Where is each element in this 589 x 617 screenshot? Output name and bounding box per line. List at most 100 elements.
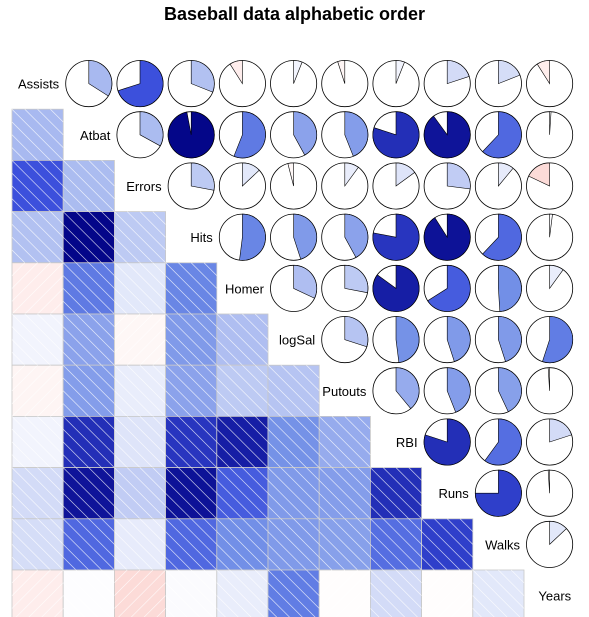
pie-cell-errors-rbi (372, 162, 420, 210)
shade-cell-years-rbi (369, 569, 422, 617)
shade-cell-errors-atbat (62, 159, 115, 212)
shade-cell-rbi-errors (114, 415, 167, 468)
shade-cell-years-walks (472, 569, 525, 617)
pie-cell-atbat-errors (116, 111, 164, 159)
pie-cell-homer-runs (423, 264, 471, 312)
pie-cell-assists-putouts (321, 60, 369, 108)
variable-label-runs: Runs (438, 486, 469, 501)
pie-cell-hits-walks (474, 213, 522, 261)
shade-cell-years-putouts (318, 569, 371, 617)
pie-cell-runs-walks (474, 469, 522, 517)
pie-cell-atbat-putouts (321, 111, 369, 159)
pie-cell-hits-years (526, 213, 574, 261)
variable-label-errors: Errors (126, 179, 162, 194)
shade-cell-walks-putouts (318, 518, 371, 571)
shade-cell-rbi-homer (216, 415, 269, 468)
shade-cell-homer-assists (11, 262, 64, 315)
shade-cell-logsal-errors (114, 313, 167, 366)
pie-cell-putouts-walks (474, 367, 522, 415)
pie-cell-logsal-runs (423, 316, 471, 364)
shade-cell-years-hits (165, 569, 218, 617)
shade-cell-hits-errors (114, 211, 167, 264)
shade-cell-walks-logsal (267, 518, 320, 571)
shade-cell-putouts-hits (165, 364, 218, 417)
pie-cell-atbat-rbi (372, 111, 420, 159)
pie-cell-putouts-rbi (372, 367, 420, 415)
shade-cell-logsal-hits (165, 313, 218, 366)
shade-cell-runs-homer (216, 467, 269, 520)
shade-cell-runs-logsal (267, 467, 320, 520)
shade-cell-walks-homer (216, 518, 269, 571)
pie-cell-errors-hits (167, 162, 215, 210)
shade-cell-homer-atbat (62, 262, 115, 315)
pie-cell-homer-putouts (321, 264, 369, 312)
variable-label-atbat: Atbat (80, 128, 111, 143)
shade-cell-walks-assists (11, 518, 64, 571)
pie-cell-assists-hits (167, 60, 215, 108)
shade-cell-putouts-homer (216, 364, 269, 417)
shade-cell-putouts-atbat (62, 364, 115, 417)
shade-cell-atbat-assists (11, 108, 64, 161)
pie-cell-errors-years (526, 162, 574, 210)
shade-cell-errors-assists (11, 159, 64, 212)
pie-cell-assists-errors (116, 60, 164, 108)
variable-label-assists: Assists (18, 77, 60, 92)
variable-label-rbi: RBI (396, 435, 418, 450)
pie-cell-hits-logsal (270, 213, 318, 261)
pie-cell-logsal-rbi (372, 316, 420, 364)
shade-cell-walks-hits (165, 518, 218, 571)
pie-cell-homer-rbi (372, 264, 420, 312)
pie-cell-hits-rbi (372, 213, 420, 261)
pie-cell-assists-logsal (270, 60, 318, 108)
shade-cell-logsal-homer (216, 313, 269, 366)
pie-cell-assists-homer (218, 60, 266, 108)
pie-cell-atbat-homer (218, 111, 266, 159)
pie-cell-assists-years (526, 60, 574, 108)
shade-cell-years-homer (216, 569, 269, 617)
shade-cell-runs-assists (11, 467, 64, 520)
pie-cell-errors-putouts (321, 162, 369, 210)
shade-cell-runs-rbi (369, 467, 422, 520)
shade-cell-runs-errors (114, 467, 167, 520)
shade-cell-hits-atbat (62, 211, 115, 264)
pie-cell-logsal-putouts (321, 316, 369, 364)
chart-title: Baseball data alphabetic order (163, 4, 426, 24)
shade-cell-walks-atbat (62, 518, 115, 571)
pie-cell-rbi-years (526, 418, 574, 466)
shade-cell-years-errors (114, 569, 167, 617)
shade-cell-putouts-errors (114, 364, 167, 417)
pie-cell-assists-walks (474, 60, 522, 108)
shade-cell-walks-errors (114, 518, 167, 571)
variable-label-walks: Walks (485, 537, 520, 552)
variable-label-homer: Homer (225, 281, 265, 296)
pie-cell-hits-runs (423, 213, 471, 261)
pie-cell-homer-logsal (270, 264, 318, 312)
shade-cell-years-runs (421, 569, 474, 617)
shade-cell-rbi-assists (11, 415, 64, 468)
pie-cell-assists-rbi (372, 60, 420, 108)
pie-cell-rbi-walks (474, 418, 522, 466)
pie-cell-atbat-walks (474, 111, 522, 159)
pie-cell-homer-walks (474, 264, 522, 312)
variable-label-years: Years (538, 589, 571, 604)
shade-cell-runs-hits (165, 467, 218, 520)
pie-cell-logsal-years (526, 316, 574, 364)
shade-cell-putouts-logsal (267, 364, 320, 417)
pie-cell-atbat-hits (167, 111, 215, 159)
shade-cell-rbi-logsal (267, 415, 320, 468)
pie-cell-rbi-runs (423, 418, 471, 466)
shade-cell-years-assists (11, 569, 64, 617)
shade-cell-walks-rbi (369, 518, 422, 571)
pie-cell-assists-runs (423, 60, 471, 108)
shade-cell-years-atbat (62, 569, 115, 617)
pie-cell-hits-putouts (321, 213, 369, 261)
pie-cell-atbat-runs (423, 111, 471, 159)
shade-cell-runs-atbat (62, 467, 115, 520)
pie-cell-errors-runs (423, 162, 471, 210)
variable-label-hits: Hits (190, 230, 213, 245)
pie-cell-putouts-runs (423, 367, 471, 415)
pie-cell-walks-years (526, 520, 574, 568)
pie-cell-putouts-years (526, 367, 574, 415)
pie-cell-hits-homer (218, 213, 266, 261)
